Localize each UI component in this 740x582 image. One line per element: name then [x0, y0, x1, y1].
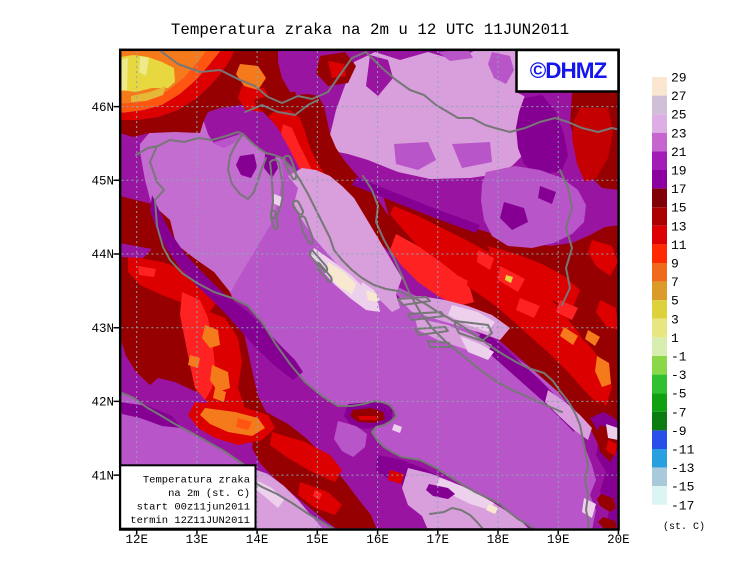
svg-text:termin 12Z11JUN2011: termin 12Z11JUN2011 [130, 515, 250, 527]
svg-text:3: 3 [671, 312, 679, 327]
svg-text:©DHMZ: ©DHMZ [530, 58, 608, 83]
svg-text:-3: -3 [671, 368, 687, 383]
svg-text:13E: 13E [186, 533, 209, 547]
svg-text:14E: 14E [246, 533, 269, 547]
svg-text:na 2m (st. C): na 2m (st. C) [168, 488, 250, 500]
svg-text:start 00z11jun2011: start 00z11jun2011 [137, 502, 250, 514]
svg-text:19E: 19E [547, 533, 570, 547]
svg-text:12E: 12E [125, 533, 148, 547]
svg-text:5: 5 [671, 294, 679, 309]
svg-text:16E: 16E [366, 533, 389, 547]
svg-text:-5: -5 [671, 387, 687, 402]
svg-text:15E: 15E [306, 533, 329, 547]
svg-text:20E: 20E [607, 533, 630, 547]
svg-text:11: 11 [671, 238, 687, 253]
svg-text:-1: -1 [671, 350, 687, 365]
svg-text:42N: 42N [91, 396, 114, 410]
svg-text:45N: 45N [91, 175, 114, 189]
svg-text:-11: -11 [671, 443, 695, 458]
svg-text:23: 23 [671, 126, 687, 141]
svg-text:Temperatura zraka na 2m u 12 U: Temperatura zraka na 2m u 12 UTC 11JUN20… [171, 21, 569, 39]
svg-text:29: 29 [671, 71, 687, 86]
svg-text:-15: -15 [671, 480, 694, 495]
svg-text:-7: -7 [671, 405, 687, 420]
svg-text:-13: -13 [671, 461, 694, 476]
svg-text:13: 13 [671, 219, 687, 234]
svg-text:25: 25 [671, 108, 687, 123]
svg-text:15: 15 [671, 201, 687, 216]
svg-text:1: 1 [671, 331, 679, 346]
svg-text:27: 27 [671, 89, 687, 104]
svg-text:18E: 18E [487, 533, 510, 547]
svg-text:44N: 44N [91, 248, 114, 262]
svg-text:46N: 46N [91, 101, 114, 115]
svg-text:9: 9 [671, 257, 679, 272]
svg-text:19: 19 [671, 164, 687, 179]
svg-text:-9: -9 [671, 424, 687, 439]
svg-text:(st. C): (st. C) [663, 521, 705, 533]
svg-text:-17: -17 [671, 498, 694, 513]
svg-text:7: 7 [671, 275, 679, 290]
svg-text:17: 17 [671, 182, 687, 197]
svg-text:41N: 41N [91, 469, 114, 483]
svg-text:17E: 17E [427, 533, 450, 547]
svg-text:Temperatura zraka: Temperatura zraka [143, 475, 250, 487]
svg-text:43N: 43N [91, 322, 114, 336]
svg-text:21: 21 [671, 145, 687, 160]
